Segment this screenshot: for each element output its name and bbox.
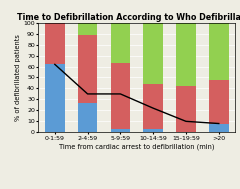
Bar (78, 35, 97, 103)
Bar (209, 124, 229, 132)
Bar (143, 84, 163, 129)
X-axis label: Time from cardiac arrest to defibrillation (min): Time from cardiac arrest to defibrillati… (59, 144, 215, 150)
Bar (143, 23, 163, 84)
Title: Time to Defibrillation According to Who Defibrillated: Time to Defibrillation According to Who … (17, 13, 240, 22)
Bar (209, 80, 229, 124)
Bar (78, 23, 97, 35)
Y-axis label: % of defibrillated patients: % of defibrillated patients (15, 34, 21, 121)
Bar (176, 23, 196, 86)
Bar (78, 103, 97, 132)
Bar (143, 129, 163, 132)
Bar (209, 23, 229, 80)
Bar (111, 129, 130, 132)
Bar (111, 23, 130, 63)
Bar (45, 64, 65, 132)
Bar (111, 63, 130, 129)
Bar (45, 23, 65, 64)
Bar (176, 86, 196, 132)
